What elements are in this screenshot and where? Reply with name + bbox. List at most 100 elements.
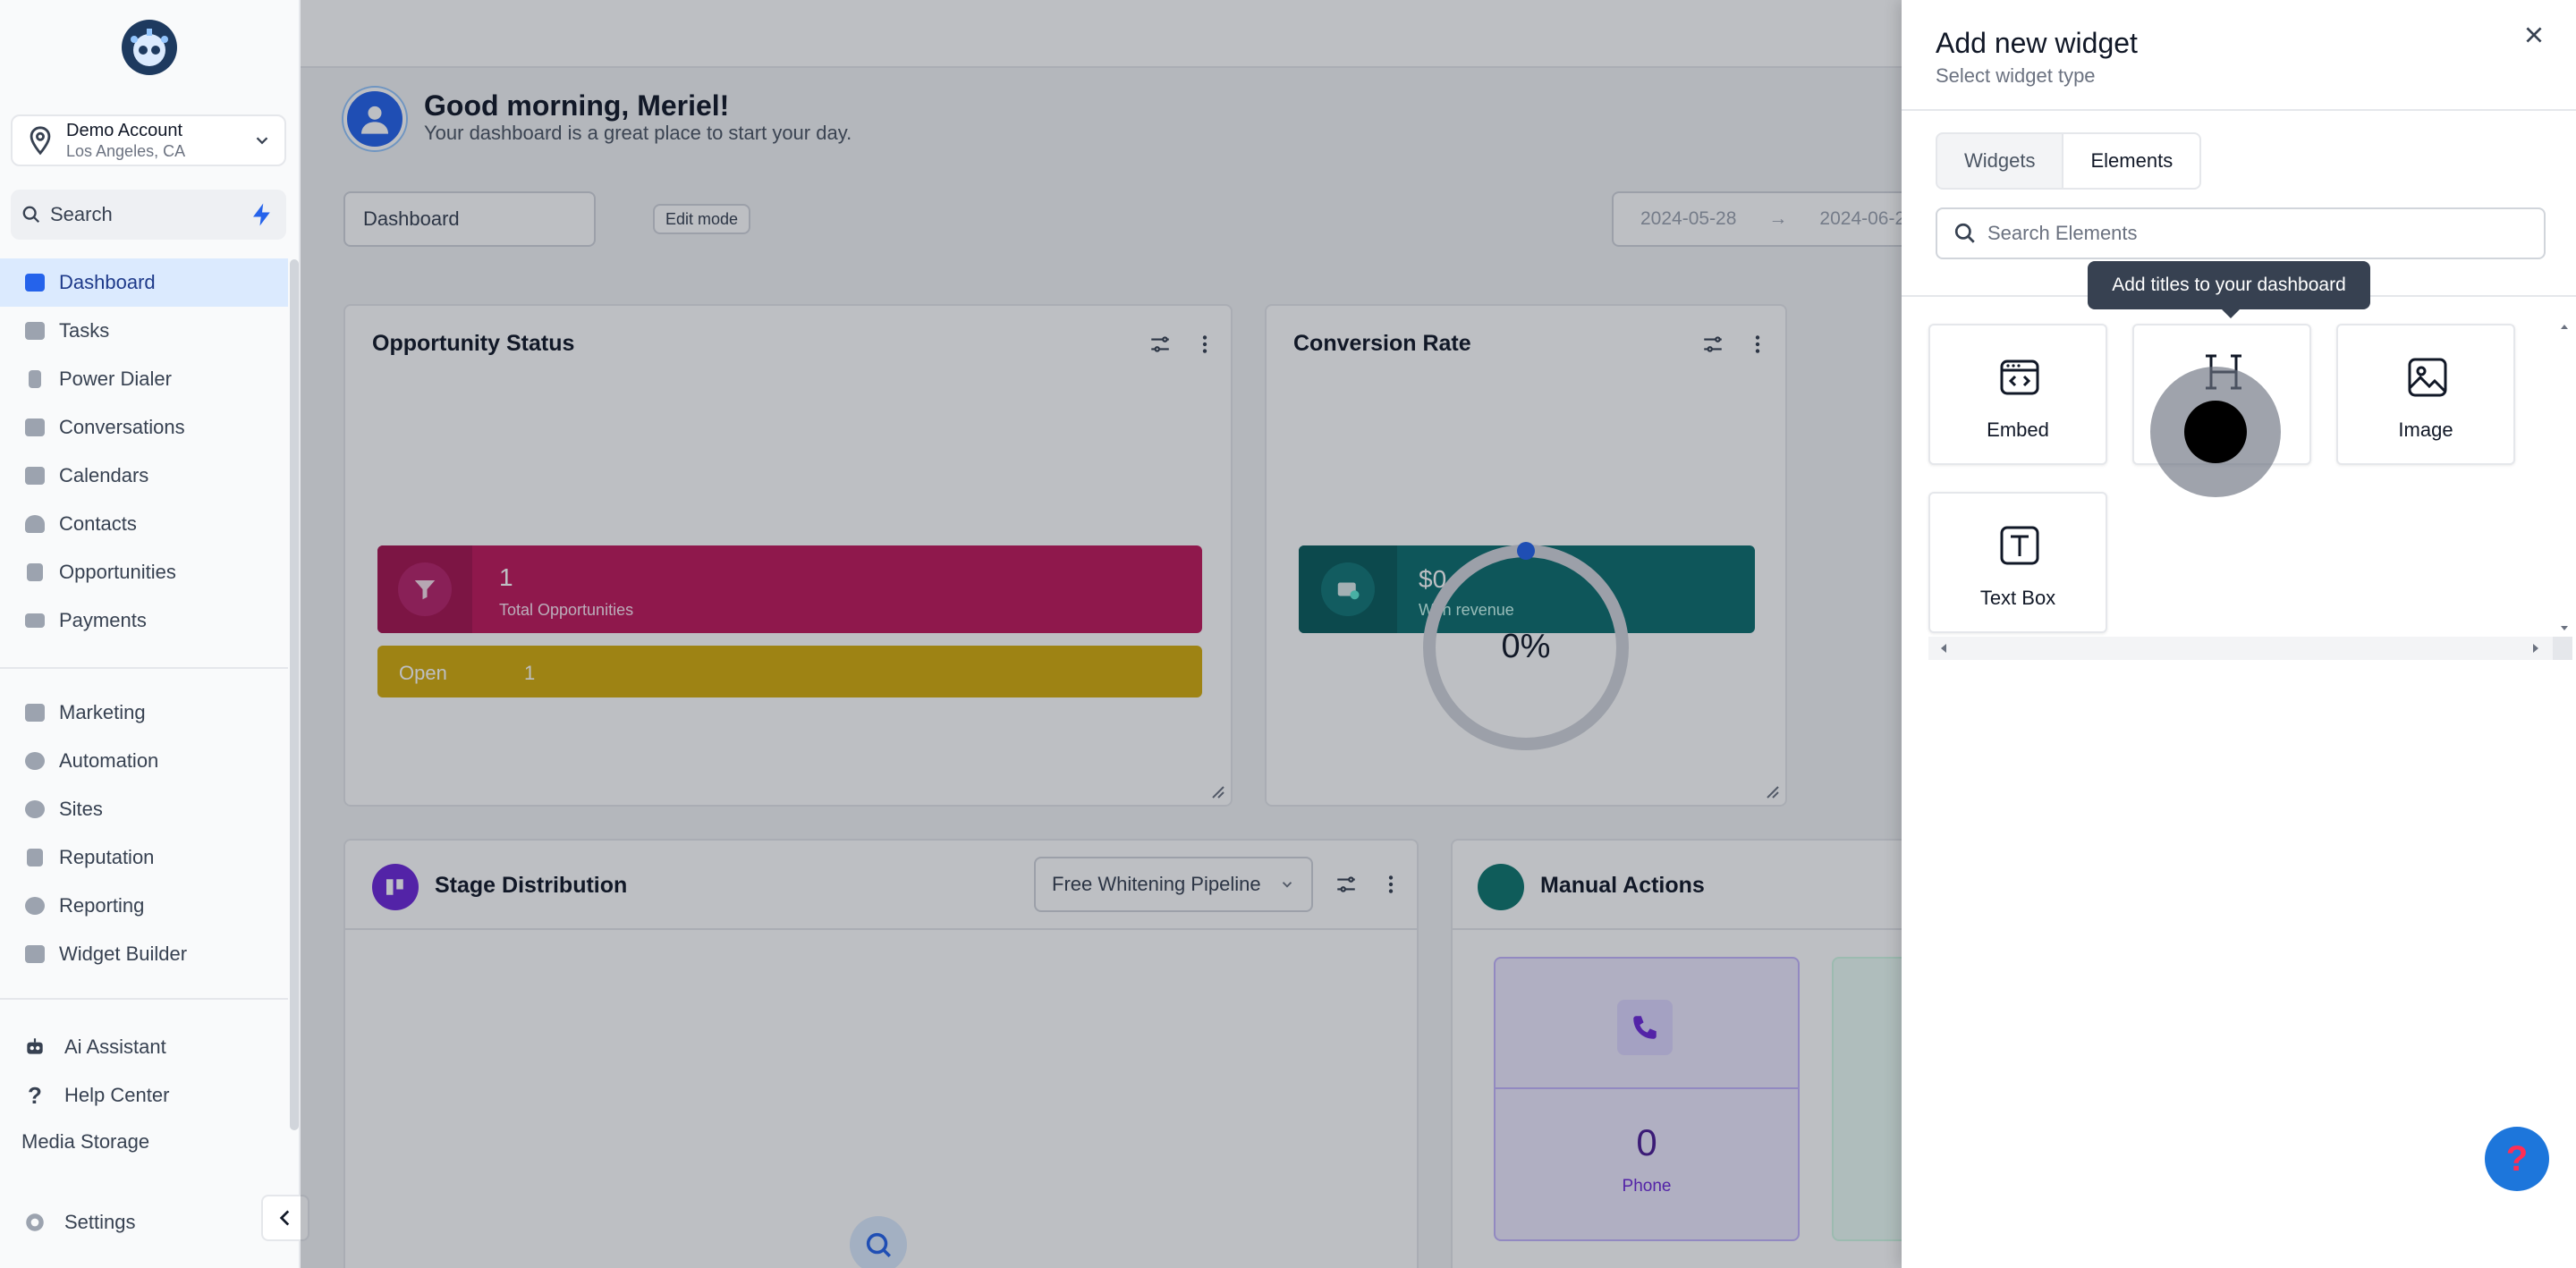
sidebar-item-opportunities[interactable]: Opportunities [0, 548, 288, 596]
pie-chart-icon [23, 894, 47, 917]
filter-sliders-icon[interactable] [1701, 333, 1724, 356]
sidebar-item-media-storage[interactable]: Media Storage [0, 1118, 288, 1166]
sidebar-item-automation[interactable]: Automation [0, 737, 288, 785]
card-divider [1496, 1087, 1798, 1089]
vertical-scrollbar[interactable] [2556, 318, 2572, 637]
tab-widgets[interactable]: Widgets [1936, 132, 2064, 190]
sidebar-item-widget-builder[interactable]: Widget Builder [0, 930, 288, 978]
nav-divider [0, 998, 288, 1000]
sidebar-item-label: Reporting [59, 894, 145, 917]
more-vertical-icon[interactable] [1746, 333, 1769, 356]
sidebar-item-label: Ai Assistant [64, 1036, 166, 1058]
sidebar-scrollbar[interactable] [290, 259, 299, 1130]
sidebar-item-calendars[interactable]: Calendars [0, 452, 288, 500]
sidebar-search[interactable]: Search [11, 190, 286, 240]
elements-search [1936, 207, 2546, 259]
open-opportunities-bar[interactable]: Open 1 [377, 646, 1202, 697]
search-elements-input[interactable] [1987, 222, 2528, 245]
widget-tools [1335, 873, 1402, 896]
app-logo[interactable] [122, 20, 177, 75]
location-pin-icon [30, 126, 51, 156]
date-start: 2024-05-28 [1640, 208, 1737, 229]
widget-tools [1701, 333, 1769, 356]
dashboard-icon [23, 271, 47, 294]
person-icon [23, 512, 47, 536]
sidebar-item-conversations[interactable]: Conversations [0, 403, 288, 452]
avatar[interactable] [343, 88, 406, 150]
sidebar-item-label: Media Storage [21, 1130, 150, 1153]
sidebar-item-ai-assistant[interactable]: Ai Assistant [0, 1023, 288, 1071]
widget-icon [23, 943, 47, 966]
opportunity-status-widget: Opportunity Status 1 Total Opportunities… [343, 304, 1233, 807]
sidebar-item-reporting[interactable]: Reporting [0, 882, 288, 930]
resize-handle-icon[interactable] [1764, 783, 1780, 799]
close-button[interactable] [2521, 21, 2547, 48]
bar-icon-segment [377, 545, 472, 633]
element-embed[interactable]: Embed [1928, 324, 2107, 465]
drawer-divider [1902, 109, 2576, 111]
conversion-rate-value: 0% [1501, 628, 1551, 665]
account-switcher[interactable]: Demo Account Los Angeles, CA [11, 114, 286, 166]
element-text-box[interactable]: Text Box [1928, 492, 2107, 633]
lightning-icon [23, 368, 47, 391]
sidebar-item-dashboard[interactable]: Dashboard [0, 258, 288, 307]
sidebar-item-help-center[interactable]: ? Help Center [0, 1071, 288, 1120]
dashboard-select[interactable]: Dashboard [343, 191, 596, 247]
widget-title: Opportunity Status [372, 331, 575, 356]
sidebar-item-label: Power Dialer [59, 368, 172, 390]
widget-title: Conversion Rate [1293, 331, 1471, 356]
pipeline-select[interactable]: Free Whitening Pipeline [1034, 857, 1313, 912]
megaphone-icon [23, 701, 47, 724]
sidebar-item-reputation[interactable]: Reputation [0, 833, 288, 882]
more-vertical-icon[interactable] [1193, 333, 1216, 356]
sidebar-item-label: Reputation [59, 846, 155, 868]
add-widget-drawer: Add new widget Select widget type Widget… [1902, 0, 2576, 1268]
element-label: Image [2398, 418, 2453, 441]
filter-sliders-icon[interactable] [1148, 333, 1172, 356]
edit-mode-button[interactable]: Edit mode [653, 204, 751, 234]
secondary-nav: Marketing Automation Sites Reputation Re… [0, 689, 288, 978]
sidebar-item-power-dialer[interactable]: Power Dialer [0, 355, 288, 403]
resize-handle-icon[interactable] [1209, 783, 1225, 799]
sidebar-item-label: Opportunities [59, 561, 176, 583]
element-image[interactable]: Image [2336, 324, 2515, 465]
chevron-down-icon [1282, 882, 1292, 888]
horizontal-scrollbar[interactable] [1928, 637, 2572, 660]
sidebar-item-label: Calendars [59, 464, 149, 486]
funnel-icon [23, 561, 47, 584]
sidebar-item-label: Sites [59, 798, 103, 820]
collapse-sidebar-button[interactable] [261, 1195, 309, 1241]
chevron-down-icon [256, 137, 268, 145]
sidebar: Demo Account Los Angeles, CA Search Dash… [0, 0, 309, 1268]
modal-backdrop[interactable] [301, 0, 2202, 1268]
lightning-icon[interactable] [249, 201, 275, 228]
tab-elements[interactable]: Elements [2063, 132, 2202, 190]
credit-card-icon [23, 609, 47, 632]
account-name: Demo Account [66, 121, 183, 140]
nav-divider [0, 667, 288, 669]
more-vertical-icon[interactable] [1379, 873, 1402, 896]
won-revenue-bar[interactable]: $0 Won revenue [1299, 545, 1755, 633]
total-opportunities-bar[interactable]: 1 Total Opportunities [377, 545, 1202, 633]
question-mark-icon: ? [28, 1081, 42, 1109]
widget-tools [1148, 333, 1216, 356]
sidebar-item-label: Help Center [64, 1084, 170, 1106]
sidebar-item-marketing[interactable]: Marketing [0, 689, 288, 737]
heading-tooltip: Add titles to your dashboard [2088, 261, 2370, 318]
sidebar-item-contacts[interactable]: Contacts [0, 500, 288, 548]
funnel-icon [398, 562, 452, 616]
bar-icon-segment [1299, 545, 1397, 633]
help-button[interactable]: ? [2485, 1127, 2549, 1191]
phone-actions-card[interactable]: 0 Phone [1494, 957, 1800, 1241]
drawer-subtitle: Select widget type [1936, 64, 2096, 87]
pipeline-select-value: Free Whitening Pipeline [1052, 873, 1261, 895]
sidebar-item-payments[interactable]: Payments [0, 596, 288, 645]
sidebar-item-tasks[interactable]: Tasks [0, 307, 288, 355]
filter-sliders-icon[interactable] [1335, 873, 1358, 896]
sidebar-item-settings[interactable]: Settings [0, 1198, 288, 1247]
gauge-indicator [1517, 542, 1535, 560]
date-end: 2024-06-27 [1819, 208, 1916, 229]
loading-search-icon [850, 1216, 907, 1268]
sidebar-item-sites[interactable]: Sites [0, 785, 288, 833]
open-value: 1 [524, 662, 536, 684]
